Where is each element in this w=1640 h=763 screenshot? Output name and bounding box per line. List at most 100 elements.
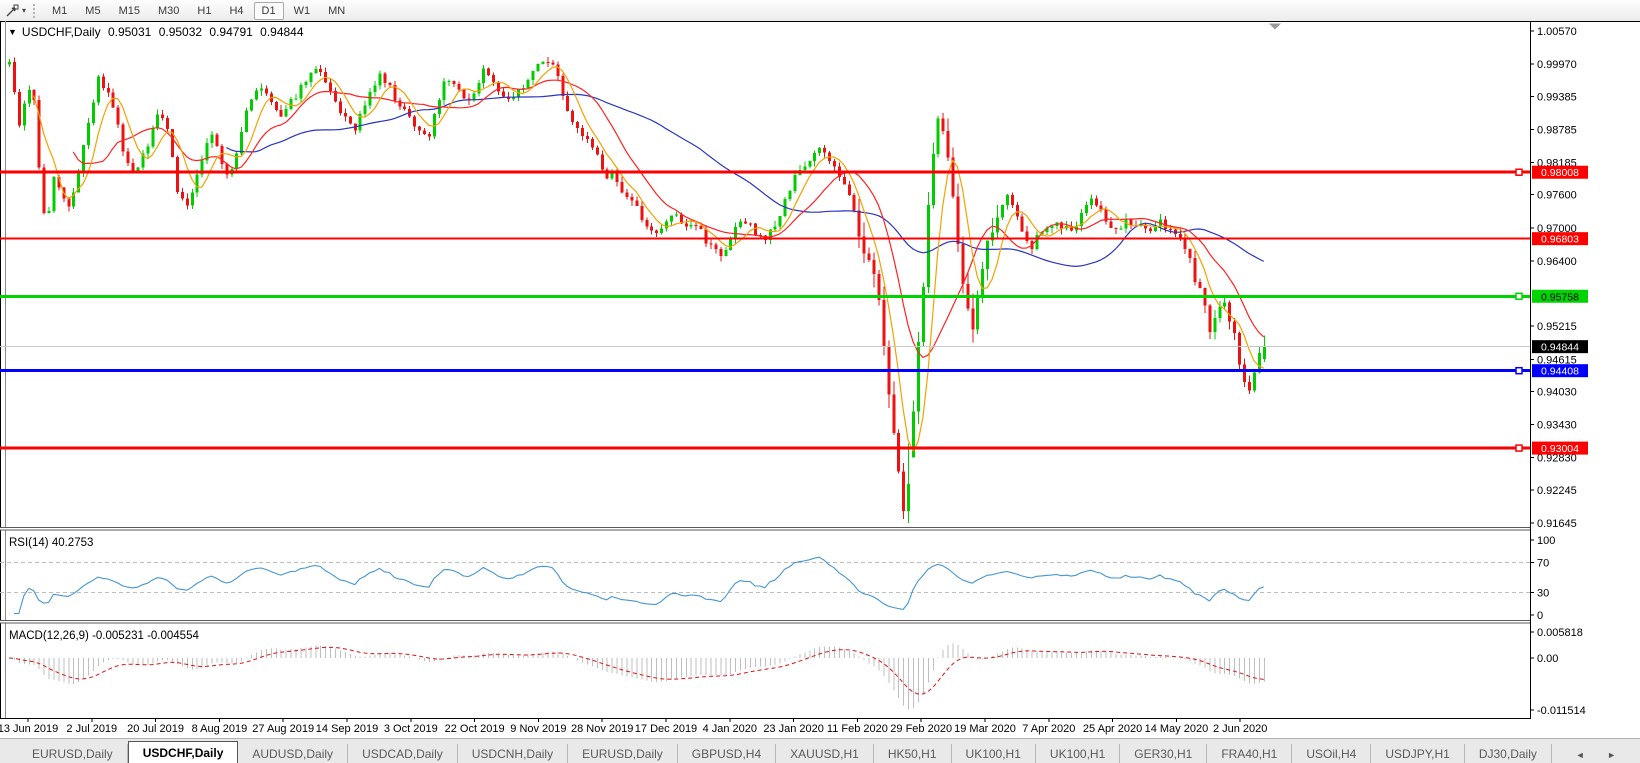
ohlc-close: 0.94844 <box>260 25 304 39</box>
rsi-indicator-label: RSI(14) 40.2753 <box>9 537 94 549</box>
candle-down <box>630 196 634 201</box>
timeframe-button-mn[interactable]: MN <box>328 4 346 17</box>
chart-tab-hk50-h1[interactable]: HK50,H1 <box>874 744 952 763</box>
chart-tab-usdjpy-h1[interactable]: USDJPY,H1 <box>1371 744 1465 763</box>
chart-tab-xauusd-h1[interactable]: XAUUSD,H1 <box>776 744 874 763</box>
candle-up <box>1223 302 1227 307</box>
candle-down <box>171 129 175 157</box>
chart-tab-uk100-h1[interactable]: UK100,H1 <box>952 744 1036 763</box>
candle-down <box>348 116 352 124</box>
chart-tab-ger30-h1[interactable]: GER30,H1 <box>1120 744 1208 763</box>
chart-shift-marker-icon[interactable] <box>1269 23 1281 30</box>
price-tick-label: 0.92245 <box>1537 485 1577 497</box>
timeframe-button-m15[interactable]: M15 <box>118 4 140 17</box>
chart-tab-usoil-h4[interactable]: USOil,H4 <box>1292 744 1372 763</box>
candle-down <box>877 274 881 300</box>
timeframe-button-m1[interactable]: M1 <box>52 4 68 17</box>
chart-tab-usdcnh-daily[interactable]: USDCNH,Daily <box>458 744 569 763</box>
candle-down <box>180 191 184 199</box>
candle-down <box>427 134 431 137</box>
candle-up <box>136 167 140 171</box>
candle-up <box>996 217 999 233</box>
candle-up <box>77 171 81 193</box>
chart-background[interactable] <box>0 21 1640 738</box>
hline-handle[interactable] <box>1515 366 1523 375</box>
time-tick-label: 13 Jun 2019 <box>0 723 58 735</box>
candle-up <box>1040 232 1044 236</box>
chart-tab-gbpusd-h4[interactable]: GBPUSD,H4 <box>678 744 777 763</box>
candle-down <box>753 223 757 235</box>
symbol-dropdown-icon[interactable]: ▼ <box>8 27 17 37</box>
candle-down <box>551 62 555 65</box>
chart-tab-uk100-h1[interactable]: UK100,H1 <box>1036 744 1121 763</box>
chart-tab-usdcad-daily[interactable]: USDCAD,Daily <box>348 744 458 763</box>
candle-up <box>190 192 194 206</box>
hline-handle[interactable] <box>1515 444 1523 452</box>
candle-down <box>452 81 456 84</box>
timeframe-button-w1[interactable]: W1 <box>293 4 311 17</box>
candle-down <box>823 147 827 153</box>
candle-up <box>87 123 91 146</box>
candle-down <box>418 126 422 131</box>
current-price-tag[interactable] <box>1532 340 1588 354</box>
fast-ma-line <box>33 66 1265 452</box>
candle-down <box>941 118 945 131</box>
timeframe-button-d1[interactable]: D1 <box>253 1 284 20</box>
timeframe-button-h4[interactable]: H4 <box>229 4 244 17</box>
rsi-line <box>13 556 1264 615</box>
price-tick-label: 0.94030 <box>1537 387 1577 399</box>
candle-down <box>640 205 644 220</box>
timeframe-button-h1[interactable]: H1 <box>197 4 212 17</box>
candle-down <box>161 114 165 118</box>
price-tag-0.96803-text: 0.96803 <box>1541 234 1579 246</box>
candle-down <box>1188 248 1192 259</box>
panel-splitter[interactable] <box>0 620 1640 624</box>
tab-scroll-arrows[interactable]: ◄ ► <box>1575 750 1626 760</box>
candle-down <box>388 83 392 86</box>
candle-up <box>284 108 288 117</box>
price-tag-0.95758[interactable] <box>1532 289 1588 303</box>
chart-canvas[interactable]: 1.005700.999700.993850.987850.981850.976… <box>0 21 1640 738</box>
panel-splitter[interactable] <box>0 527 1640 531</box>
macd-signal-line <box>8 646 1264 695</box>
chart-tab-dj30-daily[interactable]: DJ30,Daily <box>1465 744 1552 763</box>
candle-down <box>566 95 570 112</box>
candle-up <box>803 166 807 171</box>
hline-handle[interactable] <box>1515 292 1523 301</box>
chevron-down-icon[interactable]: ▾ <box>22 6 27 15</box>
price-tick-label: 0.97600 <box>1537 190 1577 202</box>
ohlc-open: 0.95031 <box>107 25 152 39</box>
slow-ma-line <box>226 93 1265 267</box>
chart-tab-eurusd-daily[interactable]: EURUSD,Daily <box>568 744 678 763</box>
candle-up <box>141 153 145 168</box>
candle-down <box>264 88 268 94</box>
candle-up <box>363 105 367 114</box>
timeframe-button-m5[interactable]: M5 <box>85 4 101 17</box>
hline-handle[interactable] <box>1515 168 1523 176</box>
candle-down <box>1104 209 1108 222</box>
candle-up <box>245 110 249 133</box>
chart-title[interactable]: ▼ USDCHF,Daily 0.95031 0.95032 0.94791 0.… <box>8 25 308 39</box>
chart-tab-usdchf-daily[interactable]: USDCHF,Daily <box>127 741 239 763</box>
candle-up <box>447 81 451 83</box>
candle-down <box>961 243 965 285</box>
candle-up <box>358 113 362 131</box>
chart-window[interactable]: 1.00570 0.99970 0.99385 0.98785 0.98185 0.976… <box>0 21 1640 738</box>
rsi-tick-label: 100 <box>1537 535 1555 547</box>
candle-down <box>1015 205 1019 217</box>
price-tick-label: 0.92830 <box>1537 453 1577 465</box>
chart-tab-fra40-h1[interactable]: FRA40,H1 <box>1207 744 1293 763</box>
candle-up <box>907 484 911 511</box>
timeframe-button-m30[interactable]: M30 <box>157 4 180 17</box>
price-tag-0.94408[interactable] <box>1532 364 1588 378</box>
candle-up <box>739 221 743 228</box>
price-tag-0.93004[interactable] <box>1532 441 1588 455</box>
chart-pointer-tool-icon[interactable] <box>3 3 21 19</box>
price-tag-0.96803[interactable] <box>1532 232 1588 246</box>
chart-tab-audusd-daily[interactable]: AUDUSD,Daily <box>238 744 349 763</box>
candle-down <box>744 221 748 224</box>
candle-up <box>665 221 669 229</box>
chart-tab-eurusd-daily[interactable]: EURUSD,Daily <box>18 744 128 763</box>
price-tag-0.98008[interactable] <box>1532 165 1588 179</box>
candle-down <box>121 124 125 152</box>
